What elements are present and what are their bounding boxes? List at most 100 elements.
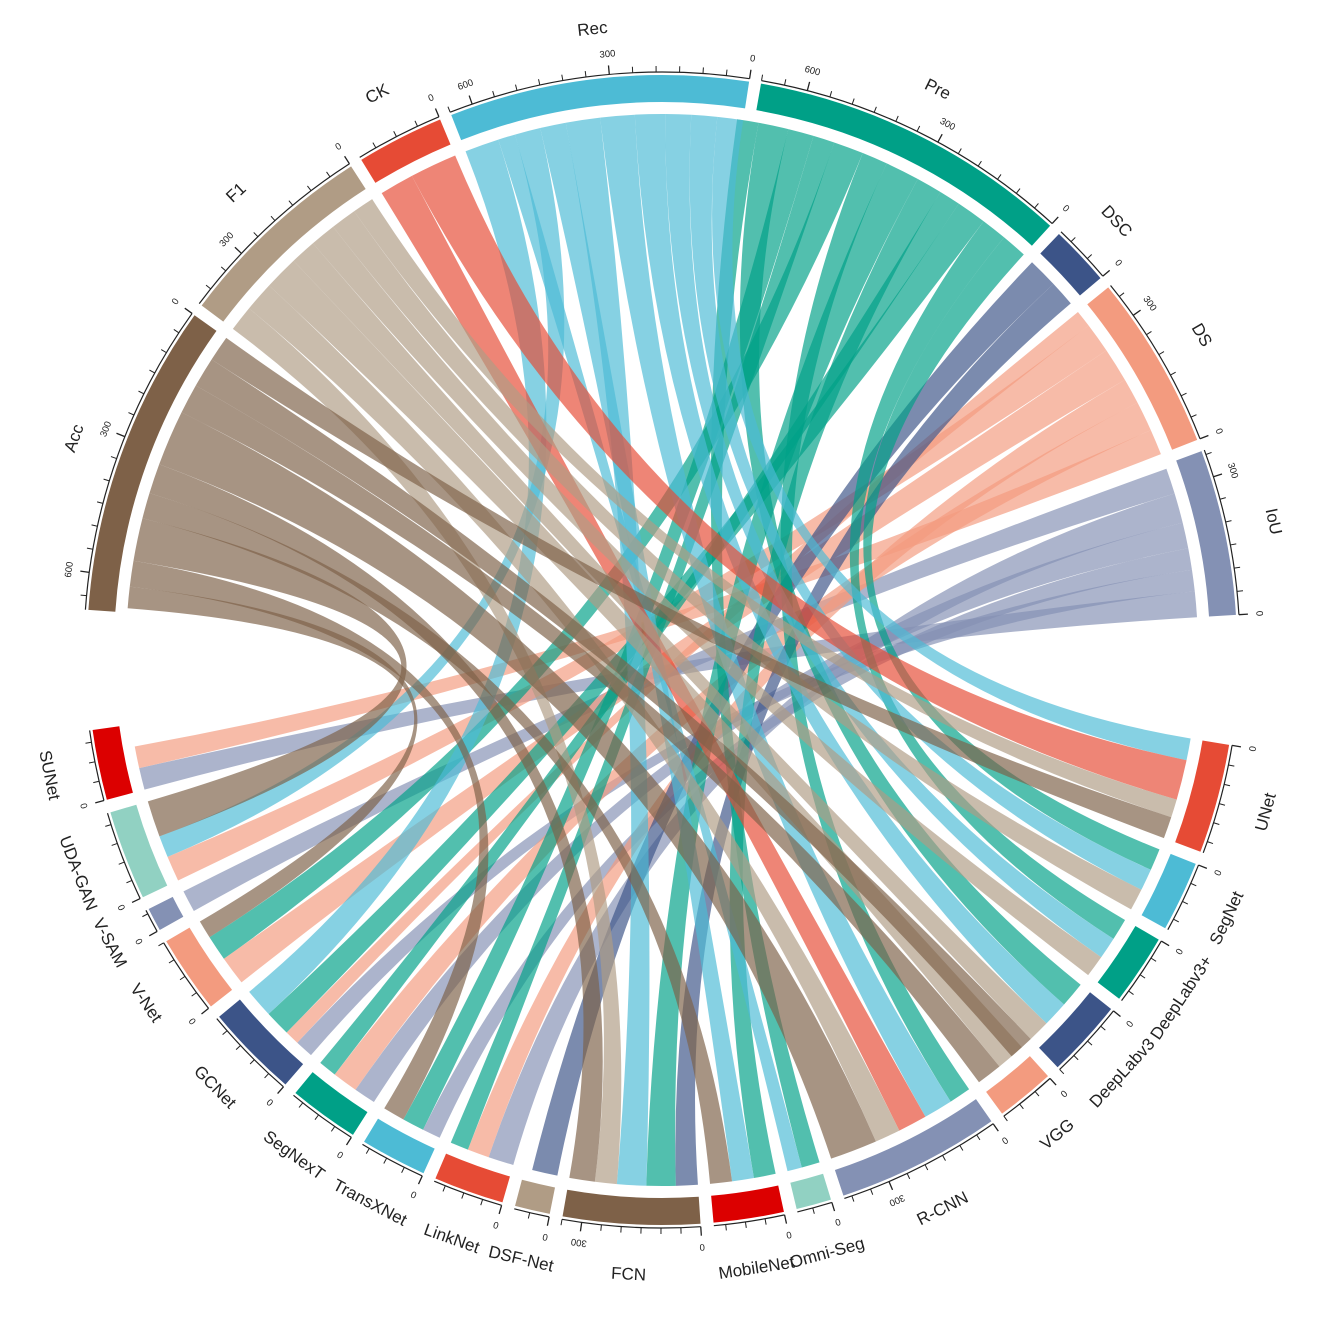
- tick-v-net-200: [158, 942, 164, 947]
- tick-rec-0: [748, 69, 752, 79]
- tick-segnext-100: [314, 1114, 319, 1121]
- tick-r-cnn-50: [976, 1134, 981, 1141]
- tick-segnet-150: [1173, 918, 1180, 923]
- tick-gcnet-50: [264, 1073, 270, 1079]
- ribbon-pre-deeplabv3: [849, 221, 1126, 939]
- tick-r-cnn-250: [906, 1173, 911, 1180]
- sector-transxnet: [364, 1118, 435, 1174]
- ribbon-pre-gcnet: [268, 203, 984, 1033]
- tick-label-pre-600: 600: [803, 64, 821, 79]
- ribbon-layer: [127, 114, 1198, 1186]
- tick-segnet-0: [1198, 864, 1208, 870]
- tick-ck-50: [414, 120, 418, 127]
- tick-v-net-50: [191, 992, 197, 997]
- sector-uda-gan: [110, 804, 168, 898]
- sector-vgg: [986, 1056, 1049, 1114]
- tick-ds-350: [1118, 292, 1125, 297]
- tick-fcn-250: [600, 1224, 602, 1231]
- axis-line-uda-gan: [106, 813, 141, 899]
- tick-label-sunet-0: 0: [79, 802, 91, 810]
- ribbon-acc-r-cnn: [159, 412, 876, 1159]
- sector-unet: [1175, 740, 1230, 852]
- tick-label-gcnet-0: 0: [265, 1096, 276, 1108]
- tick-mobilenet-50: [764, 1218, 767, 1225]
- tick-gcnet-0: [277, 1086, 284, 1095]
- tick-label-fcn-0: 0: [699, 1241, 705, 1252]
- tick-transxnet-100: [383, 1157, 388, 1164]
- tick-v-net-100: [179, 975, 186, 981]
- ribbon-acc-mobilenet: [142, 493, 733, 1184]
- tick-label-uda-gan-0: 0: [116, 902, 128, 912]
- tick-label-v-net-0: 0: [187, 1015, 199, 1026]
- sector-r-cnn: [834, 1099, 992, 1196]
- tick-rec-550: [492, 90, 495, 97]
- ribbon-pre-transxnet: [403, 129, 814, 1130]
- tick-fcn-0: [700, 1226, 702, 1236]
- tick-pre-100: [1015, 188, 1021, 194]
- tick-rec-50: [725, 69, 728, 76]
- tick-gcnet-100: [249, 1059, 255, 1065]
- sector-label-rec: Rec: [576, 18, 609, 40]
- tick-sunet-50: [93, 780, 100, 784]
- tick-label-transxnet-0: 0: [409, 1188, 418, 1200]
- tick-acc-350: [110, 456, 117, 460]
- tick-uda-gan-200: [105, 824, 112, 827]
- tick-rec-650: [447, 106, 451, 113]
- axis-line-vgg: [1003, 1077, 1051, 1117]
- tick-rec-350: [584, 71, 587, 78]
- ribbon-ds-v-net: [223, 350, 1125, 983]
- tick-label-f1-300: 300: [217, 230, 236, 249]
- sector-linknet: [435, 1153, 510, 1203]
- sector-dsf-net: [515, 1179, 555, 1214]
- tick-acc-300: [116, 432, 126, 438]
- tick-label-pre-0: 0: [1060, 203, 1071, 215]
- axis-line-sunet: [89, 730, 105, 801]
- tick-label-deeplabv3-0: 0: [1173, 946, 1185, 956]
- tick-pre-550: [829, 91, 833, 98]
- sector-label-uda-gan: UDA-GAN: [55, 833, 101, 913]
- tick-vgg-100: [1019, 1103, 1024, 1110]
- tick-acc-200: [138, 390, 145, 395]
- tick-acc-450: [96, 501, 104, 504]
- sector-label-unet: UNet: [1251, 791, 1279, 834]
- tick-sunet-0: [95, 799, 105, 804]
- sector-label-v-net: V-Net: [126, 980, 166, 1026]
- tick-pre-300: [937, 133, 943, 143]
- axis-line-fcn: [561, 1218, 701, 1229]
- tick-label-iou-0: 0: [1253, 611, 1264, 617]
- tick-sunet-100: [88, 761, 96, 764]
- tick-ck-150: [372, 142, 377, 149]
- axis-line-gcnet: [216, 1018, 284, 1088]
- tick-r-cnn-300: [888, 1181, 894, 1191]
- tick-ck-100: [393, 131, 397, 137]
- tick-pre-200: [977, 160, 982, 167]
- ribbon-f1-deeplabv3: [312, 226, 1102, 976]
- sector-deeplabv3: [1039, 992, 1112, 1068]
- sector-label-segnet: SegNet: [1206, 888, 1248, 948]
- tick-gcnet-150: [235, 1045, 241, 1050]
- tick-uda-gan-150: [111, 842, 118, 846]
- tick-r-cnn-400: [851, 1195, 855, 1202]
- tick-acc-0: [184, 307, 193, 314]
- sector-label-linknet: LinkNet: [421, 1220, 482, 1257]
- tick-segnet-100: [1182, 900, 1189, 905]
- sector-sunet: [92, 726, 133, 800]
- tick-gcnet-200: [222, 1030, 228, 1036]
- tick-label-ck-0: 0: [427, 92, 436, 104]
- tick-acc-150: [149, 369, 155, 374]
- tick-rec-500: [515, 84, 518, 91]
- tick-vgg-50: [1034, 1091, 1040, 1097]
- tick-uda-gan-100: [118, 861, 125, 865]
- sector-label-f1: F1: [222, 179, 249, 206]
- tick-deeplabv3-50: [1100, 1025, 1106, 1031]
- sector-label-r-cnn: R-CNN: [914, 1188, 971, 1230]
- tick-ds-50: [1190, 414, 1197, 418]
- tick-sunet-150: [85, 741, 92, 744]
- tick-label-acc-0: 0: [170, 296, 182, 307]
- tick-ck-0: [434, 108, 440, 118]
- tick-fcn-350: [560, 1219, 563, 1226]
- tick-r-cnn-100: [959, 1145, 964, 1151]
- tick-r-cnn-200: [924, 1164, 929, 1171]
- tick-transxnet-0: [417, 1175, 423, 1185]
- tick-omni-seg-50: [812, 1207, 815, 1214]
